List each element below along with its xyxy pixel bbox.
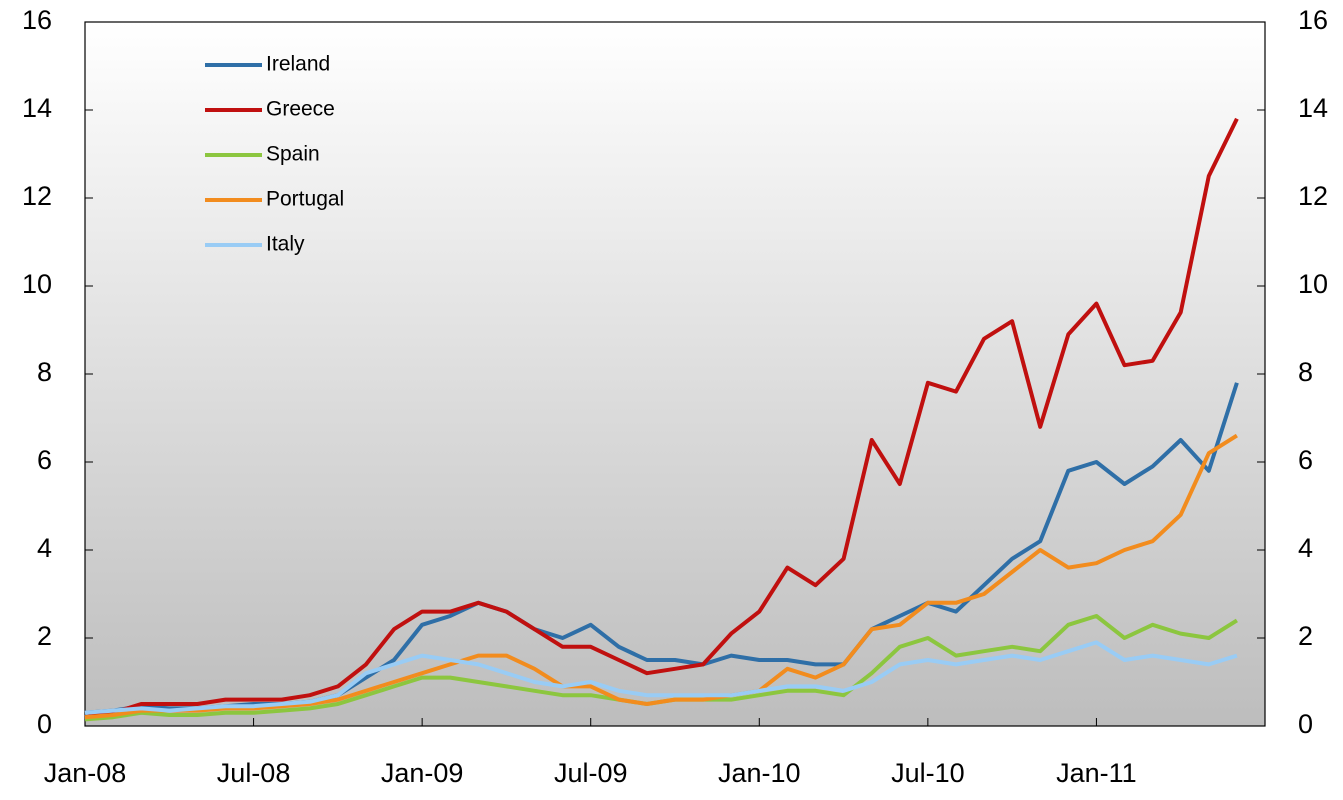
legend-label: Spain <box>266 143 320 166</box>
y-tick-label: 16 <box>22 5 52 35</box>
plot-area <box>84 21 1266 727</box>
y2-tick-label: 6 <box>1298 445 1313 475</box>
y2-tick-label: 12 <box>1298 181 1328 211</box>
x-tick-label: Jul-09 <box>554 758 628 788</box>
legend-label: Italy <box>266 233 305 256</box>
legend-label: Portugal <box>266 188 344 211</box>
y-tick-label: 2 <box>37 621 52 651</box>
x-tick-label: Jan-11 <box>1056 758 1137 788</box>
y2-tick-label: 0 <box>1298 709 1313 739</box>
y-tick-label: 12 <box>22 181 52 211</box>
y-tick-label: 14 <box>22 93 52 123</box>
legend-label: Greece <box>266 98 335 121</box>
y-tick-label: 0 <box>37 709 52 739</box>
y2-tick-label: 2 <box>1298 621 1313 651</box>
y2-tick-label: 16 <box>1298 5 1328 35</box>
x-tick-label: Jan-09 <box>381 758 464 788</box>
y2-tick-label: 4 <box>1298 533 1313 563</box>
x-tick-label: Jul-10 <box>891 758 965 788</box>
x-tick-label: Jan-08 <box>44 758 127 788</box>
legend-label: Ireland <box>266 53 330 76</box>
y-tick-label: 6 <box>37 445 52 475</box>
y2-tick-label: 8 <box>1298 357 1313 387</box>
y2-tick-label: 14 <box>1298 93 1328 123</box>
y-tick-label: 8 <box>37 357 52 387</box>
y-tick-label: 10 <box>22 269 52 299</box>
series-line <box>84 640 1238 715</box>
series-line <box>84 117 1239 720</box>
y2-tick-label: 10 <box>1298 269 1328 299</box>
x-tick-label: Jul-08 <box>217 758 291 788</box>
series-line <box>84 433 1238 720</box>
x-tick-label: Jan-10 <box>718 758 801 788</box>
y-tick-label: 4 <box>37 533 52 563</box>
